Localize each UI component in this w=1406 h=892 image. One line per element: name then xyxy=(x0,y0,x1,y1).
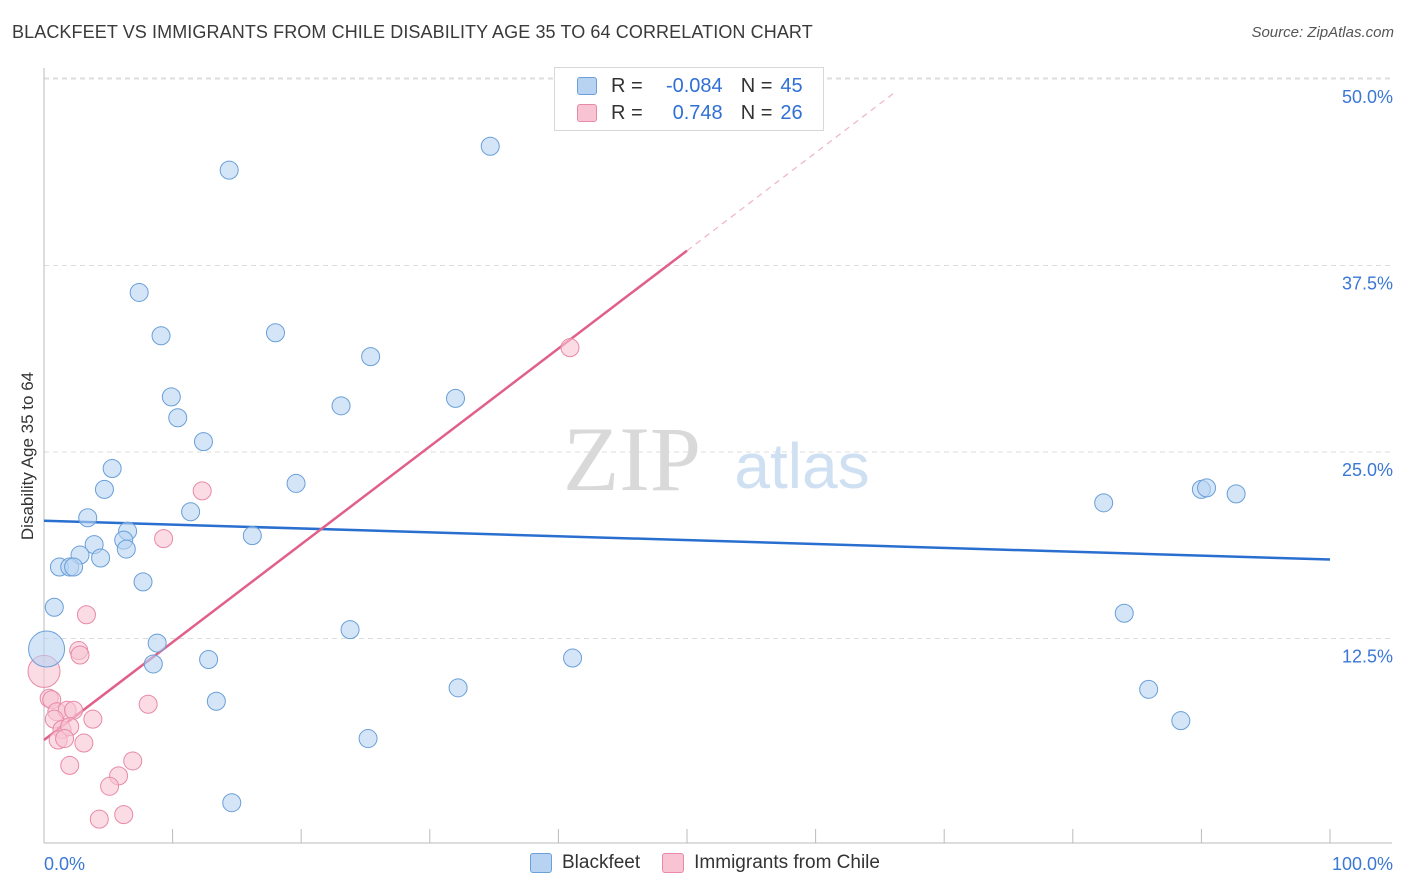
chile-point xyxy=(192,481,212,501)
blackfeet-point xyxy=(480,136,500,156)
blackfeet-point xyxy=(133,572,153,592)
legend-row-blackfeet: R = -0.084 N = 45 xyxy=(577,73,803,99)
blackfeet-point xyxy=(331,396,351,416)
blackfeet-point xyxy=(340,620,360,640)
source-label: Source: ZipAtlas.com xyxy=(1251,24,1394,41)
chile-point xyxy=(138,694,158,714)
chile-point xyxy=(114,805,134,825)
blackfeet-point xyxy=(143,654,163,674)
blue-swatch xyxy=(530,853,552,873)
blackfeet-point xyxy=(151,326,171,346)
n-value: 45 xyxy=(780,74,803,97)
chile-point xyxy=(60,755,80,775)
chile-point xyxy=(154,529,174,549)
blackfeet-point xyxy=(91,548,111,568)
pink-swatch xyxy=(577,104,597,122)
y-tick-label: 25.0% xyxy=(1342,460,1393,480)
legend-item-blackfeet: Blackfeet xyxy=(530,852,640,874)
blackfeet-point xyxy=(286,473,306,493)
blackfeet-point xyxy=(94,479,114,499)
blackfeet-point xyxy=(161,387,181,407)
blackfeet-point xyxy=(1171,711,1191,731)
blackfeet-point xyxy=(102,459,122,479)
watermark-zip: ZIP xyxy=(563,408,701,510)
blackfeet-point xyxy=(199,649,219,669)
blackfeet-point xyxy=(206,691,226,711)
blackfeet-point xyxy=(1197,478,1217,498)
blackfeet-point xyxy=(242,526,262,546)
blackfeet-point xyxy=(448,678,468,698)
chile-point xyxy=(560,338,580,358)
legend-label: Immigrants from Chile xyxy=(694,852,880,873)
r-value: 0.748 xyxy=(672,101,723,124)
n-value: 26 xyxy=(780,101,803,124)
blackfeet-point xyxy=(78,508,98,528)
blackfeet-point xyxy=(193,432,213,452)
x-tick-label-end: 100.0% xyxy=(1332,854,1393,874)
blackfeet-point xyxy=(222,793,242,813)
pink-swatch xyxy=(662,853,685,873)
blue-swatch xyxy=(577,77,597,95)
n-label: N = xyxy=(740,74,773,97)
blackfeet-point xyxy=(265,323,285,343)
blackfeet-point xyxy=(1094,493,1114,513)
blackfeet-point xyxy=(358,729,378,749)
r-label: R = xyxy=(611,74,643,97)
blackfeet-point xyxy=(446,388,466,408)
y-tick-label: 37.5% xyxy=(1342,274,1393,294)
blackfeet-point xyxy=(64,557,84,577)
chile-point xyxy=(64,700,84,720)
chile-point xyxy=(89,809,109,829)
chile-point xyxy=(100,776,120,796)
blackfeet-point xyxy=(563,648,583,668)
r-value: -0.084 xyxy=(665,74,723,97)
blackfeet-point xyxy=(1114,603,1134,623)
correlation-legend: R = -0.084 N = 45 R = 0.748 N = 26 xyxy=(554,67,824,131)
y-tick-label: 50.0% xyxy=(1342,87,1393,107)
watermark: ZIP atlas xyxy=(563,408,870,510)
y-tick-label: 12.5% xyxy=(1342,647,1393,667)
x-tick-label-start: 0.0% xyxy=(44,854,85,874)
chile-point xyxy=(76,605,96,625)
n-label: N = xyxy=(740,101,773,124)
blackfeet-point xyxy=(1226,484,1246,504)
series-legend: Blackfeet Immigrants from Chile xyxy=(530,852,902,874)
blackfeet-point xyxy=(181,502,201,522)
blackfeet-point xyxy=(147,633,167,653)
r-label: R = xyxy=(611,101,643,124)
blackfeet-point xyxy=(361,347,381,367)
watermark-atlas: atlas xyxy=(734,430,869,502)
blackfeet-trend-line xyxy=(43,519,1331,561)
blackfeet-point xyxy=(116,539,136,559)
blackfeet-point xyxy=(129,282,149,302)
legend-row-chile: R = 0.748 N = 26 xyxy=(577,100,803,126)
blackfeet-point xyxy=(219,160,239,180)
chile-point xyxy=(55,729,75,749)
legend-item-chile: Immigrants from Chile xyxy=(662,852,880,874)
blackfeet-point xyxy=(168,408,188,428)
chile-point xyxy=(83,709,103,729)
blackfeet-point xyxy=(1139,679,1159,699)
chile-point xyxy=(74,733,94,753)
legend-label: Blackfeet xyxy=(562,852,641,873)
chile-point xyxy=(70,645,90,665)
tick-labels: 12.5% 25.0% 37.5% 50.0% 0.0% 100.0% xyxy=(44,87,1393,874)
blackfeet-point xyxy=(28,630,66,668)
chile-point xyxy=(123,751,143,771)
data-points xyxy=(27,136,1246,829)
blackfeet-point xyxy=(44,597,64,617)
axes xyxy=(43,68,1392,844)
chart-title: BLACKFEET VS IMMIGRANTS FROM CHILE DISAB… xyxy=(12,22,813,42)
